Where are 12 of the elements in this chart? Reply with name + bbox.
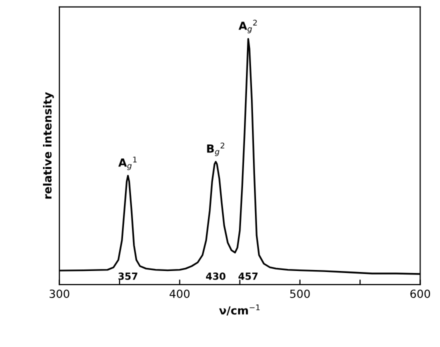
annotation: B$_{g}$$^{2}$ — [207, 142, 224, 156]
x-tick-label: 300 — [50, 290, 70, 298]
x-tick-label: 400 — [170, 290, 190, 298]
annotation: 457 — [238, 272, 258, 280]
annotation: A$_{g}$$^{2}$ — [238, 20, 257, 34]
x-tick-label: 500 — [290, 290, 310, 298]
x-axis-title: ν/cm$^{−1}$ — [219, 304, 260, 316]
x-tick-label: 600 — [410, 290, 430, 298]
annotation: 357 — [118, 272, 138, 280]
annotation: 430 — [206, 272, 226, 280]
annotation: A$_{g}$$^{1}$ — [118, 156, 137, 170]
y-axis-title: relative intensity — [43, 92, 54, 199]
